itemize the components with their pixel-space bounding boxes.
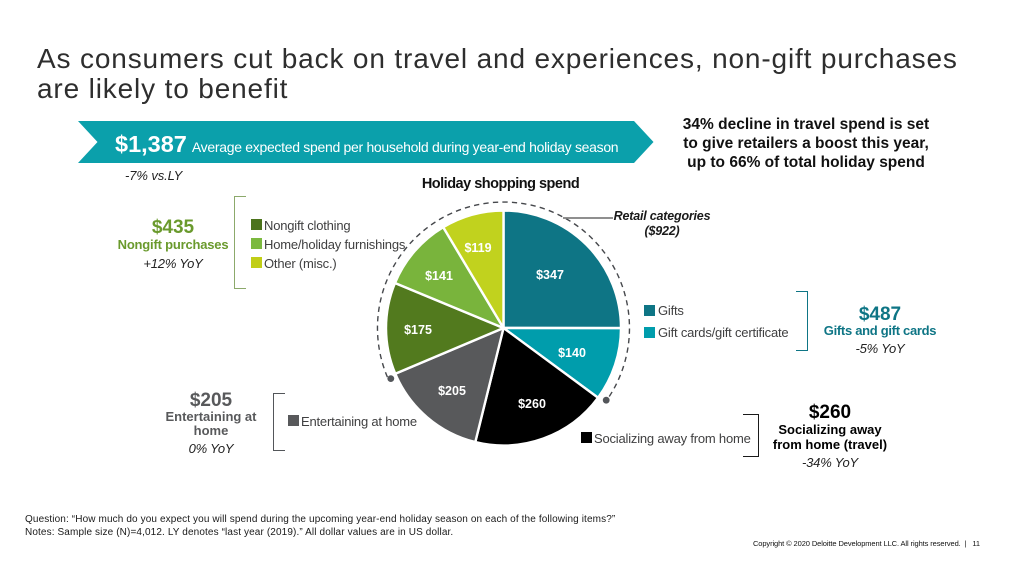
svg-text:$260: $260 [518, 397, 546, 411]
svg-text:$140: $140 [558, 346, 586, 360]
svg-text:$175: $175 [404, 323, 432, 337]
svg-text:$347: $347 [536, 268, 564, 282]
svg-text:$141: $141 [425, 269, 453, 283]
svg-text:$119: $119 [464, 241, 491, 255]
svg-text:$205: $205 [438, 384, 466, 398]
